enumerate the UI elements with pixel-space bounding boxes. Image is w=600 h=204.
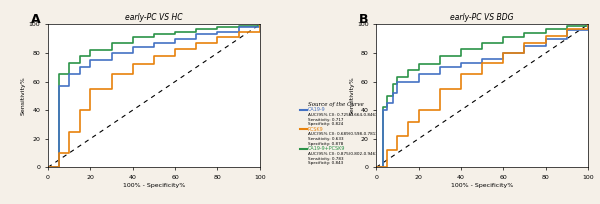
Y-axis label: Sensitivity%: Sensitivity% [21,76,26,115]
Y-axis label: Sensitivity%: Sensitivity% [349,76,354,115]
Title: early-PC VS BDG: early-PC VS BDG [451,13,514,22]
Legend: Source of the Curve, CA19-9, AUC(95% CI): 0.725(0.664-0.846)(p<0.05), Sensitivit: Source of the Curve, CA19-9, AUC(95% CI)… [301,102,395,165]
Title: early-PC VS HC: early-PC VS HC [125,13,182,22]
Text: B: B [359,13,369,26]
X-axis label: 100% - Specificity%: 100% - Specificity% [123,183,185,188]
X-axis label: 100% - Specificity%: 100% - Specificity% [451,183,513,188]
Text: A: A [31,13,41,26]
